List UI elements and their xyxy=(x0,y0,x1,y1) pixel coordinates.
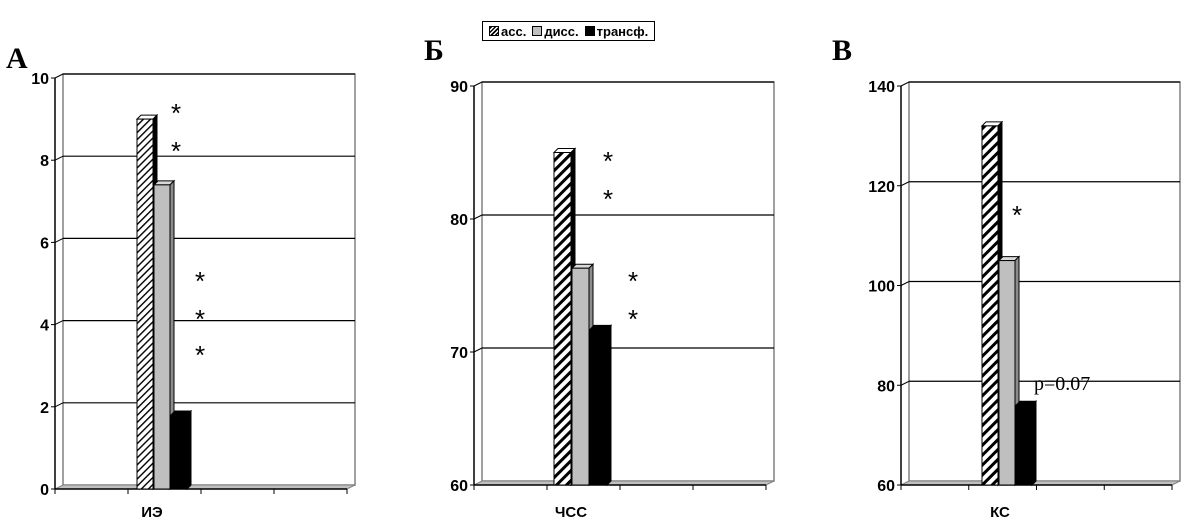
bar-2 xyxy=(998,260,1016,486)
significance-asterisk: * xyxy=(195,304,205,334)
significance-asterisk: * xyxy=(171,98,181,128)
panel-label: А xyxy=(6,42,28,75)
gridline-diagonal xyxy=(54,320,64,326)
bar-side-3 xyxy=(1031,399,1037,487)
significance-asterisk: * xyxy=(628,304,638,334)
bar-1 xyxy=(136,118,154,490)
y-tick-label: 10 xyxy=(31,71,49,88)
y-tick-label: 90 xyxy=(450,79,468,96)
legend-item-dissoc: дисс. xyxy=(532,23,579,39)
bar-1 xyxy=(553,152,572,486)
x-category-label: КС xyxy=(990,504,1010,521)
p-value-annotation: p=0.07 xyxy=(1034,373,1090,395)
bar-3 xyxy=(1015,404,1033,486)
legend-label-transf: трансф. xyxy=(596,23,649,39)
x-category-label: ИЭ xyxy=(141,504,163,521)
bar-side-3 xyxy=(606,324,612,487)
significance-asterisk: * xyxy=(1012,200,1022,230)
bar-1 xyxy=(981,125,999,486)
legend-swatch-hatch xyxy=(489,26,499,36)
gridline-diagonal xyxy=(54,155,64,161)
bar-3 xyxy=(589,328,608,486)
y-tick-label: 0 xyxy=(40,482,49,499)
y-tick-label: 140 xyxy=(868,79,895,96)
gridline-diagonal xyxy=(900,281,910,286)
significance-asterisk: * xyxy=(195,266,205,296)
y-tick-label: 6 xyxy=(40,235,49,252)
bar-3 xyxy=(170,414,188,490)
significance-asterisk: * xyxy=(603,146,613,176)
y-tick-label: 80 xyxy=(877,378,895,395)
panel-label: В xyxy=(832,34,852,67)
legend-label-dissoc: дисс. xyxy=(544,23,579,39)
chart-legend: асс. дисс. трансф. xyxy=(482,21,656,41)
y-tick-label: 60 xyxy=(450,478,468,495)
legend-label-assoc: асс. xyxy=(501,23,527,39)
gridline-diagonal xyxy=(54,73,64,79)
y-tick-label: 60 xyxy=(877,478,895,495)
gridline-diagonal xyxy=(473,347,483,353)
gridline-diagonal xyxy=(473,81,483,87)
significance-asterisk: * xyxy=(628,266,638,296)
x-category-label: ЧСС xyxy=(555,504,587,521)
legend-item-assoc: асс. xyxy=(489,24,526,39)
significance-asterisk: * xyxy=(171,136,181,166)
gridline-diagonal xyxy=(900,380,910,386)
y-tick-label: 120 xyxy=(868,179,895,196)
y-tick-label: 100 xyxy=(868,279,895,296)
panel-label: Б xyxy=(424,34,444,67)
plot-back-wall xyxy=(62,73,356,486)
y-tick-label: 8 xyxy=(40,153,49,170)
y-tick-label: 4 xyxy=(40,318,49,335)
bar-2 xyxy=(571,267,590,486)
bar-2 xyxy=(153,184,171,490)
gridline-diagonal xyxy=(900,181,910,187)
legend-item-transf: трансф. xyxy=(584,23,649,39)
bar-side-3 xyxy=(186,409,192,491)
gridline-diagonal xyxy=(900,81,910,87)
legend-swatch-black xyxy=(584,26,595,36)
legend-swatch-gray xyxy=(532,26,543,36)
significance-asterisk: * xyxy=(603,184,613,214)
gridline-diagonal xyxy=(473,214,483,220)
y-tick-label: 2 xyxy=(40,400,49,417)
y-tick-label: 80 xyxy=(450,212,468,229)
gridline-diagonal xyxy=(54,402,64,408)
y-tick-label: 70 xyxy=(450,345,468,362)
significance-asterisk: * xyxy=(195,340,205,370)
gridline-diagonal xyxy=(54,237,64,243)
